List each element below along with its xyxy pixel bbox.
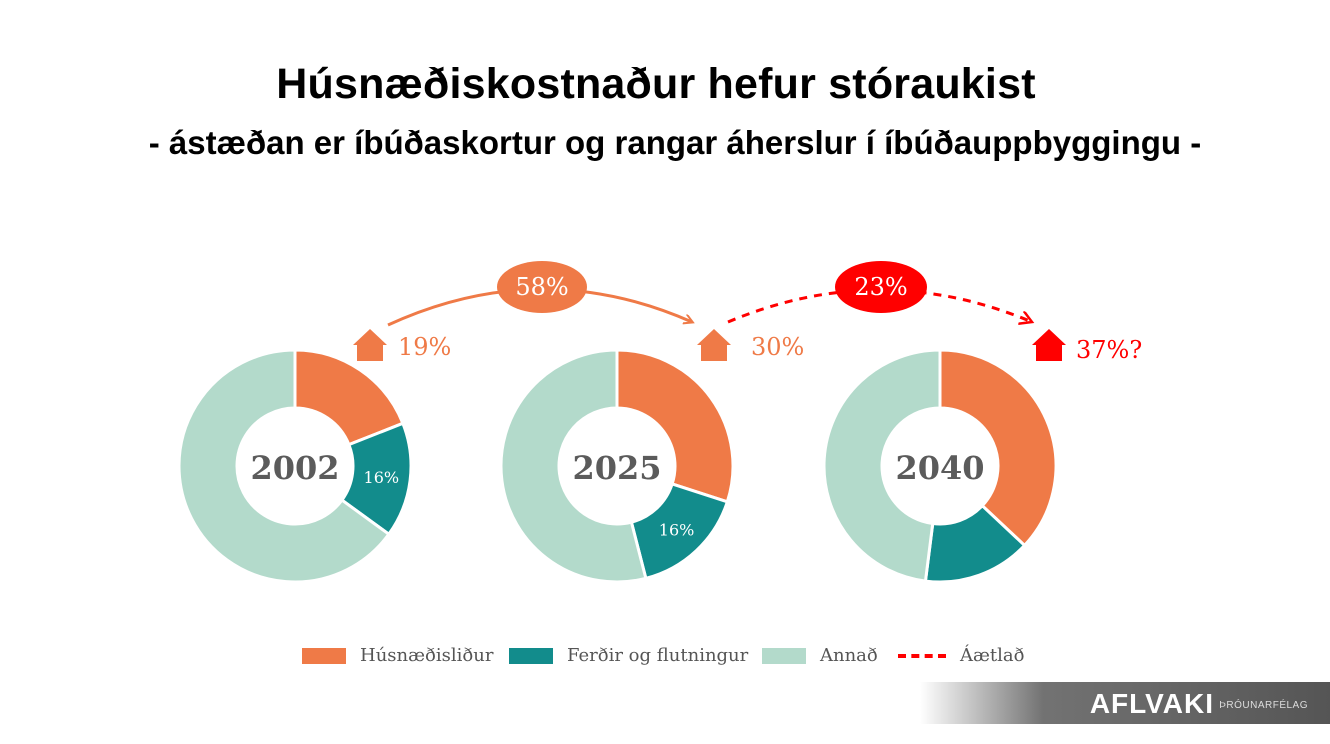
- page-subtitle: - ástæðan er íbúðaskortur og rangar áher…: [148, 124, 1202, 161]
- brand-logo: AFLVAKI: [1089, 688, 1214, 719]
- slice-other-2025: [499, 348, 648, 584]
- brand-banner: [920, 682, 1330, 724]
- house-icon: [1032, 329, 1066, 361]
- housing-share-2025: 30%: [751, 333, 805, 361]
- legend-label: Áætlað: [960, 645, 1025, 666]
- legend: Húsnæðisliður Ferðir og flutningur Annað…: [0, 645, 1330, 669]
- legend-swatch-other: [762, 647, 806, 664]
- slice-housing-2002: [293, 348, 405, 447]
- year-label-2040: 2040: [895, 449, 984, 487]
- year-label-2002: 2002: [250, 449, 339, 487]
- donut-charts: 16% 2002 16% 2025 2040: [177, 287, 1066, 584]
- legend-dash-estimate: [898, 653, 946, 658]
- page-title: Húsnæðiskostnaður hefur stóraukist: [276, 60, 1036, 108]
- housing-share-2002: 19%: [398, 333, 452, 361]
- year-label-2025: 2025: [572, 449, 661, 487]
- brand-subtitle: ÞRÓUNARFÉLAG: [1219, 700, 1308, 711]
- legend-item-other: Annað: [762, 645, 878, 666]
- growth-bubble-58: 58%: [497, 261, 587, 313]
- legend-item-transport: Ferðir og flutningur: [509, 645, 748, 666]
- legend-label: Húsnæðisliður: [360, 645, 494, 666]
- slice-other-2002: [177, 348, 391, 584]
- slice-housing-2040: [938, 348, 1058, 548]
- growth-bubble-23: 23%: [835, 261, 927, 313]
- legend-swatch-transport: [509, 647, 553, 664]
- house-icon: [697, 329, 731, 361]
- slice-label-2002: 16%: [364, 468, 400, 487]
- housing-share-2040: 37%?: [1076, 336, 1143, 364]
- slice-housing-2025: [615, 348, 735, 504]
- slice-label-2025: 16%: [659, 520, 695, 539]
- legend-label: Annað: [820, 645, 878, 666]
- legend-swatch-housing: [302, 647, 346, 664]
- legend-label: Ferðir og flutningur: [567, 645, 749, 666]
- slice-other-2040: [822, 348, 942, 583]
- legend-item-housing: Húsnæðisliður: [302, 645, 493, 666]
- house-icon: [353, 329, 387, 361]
- legend-item-estimate: Áætlað: [898, 645, 1024, 666]
